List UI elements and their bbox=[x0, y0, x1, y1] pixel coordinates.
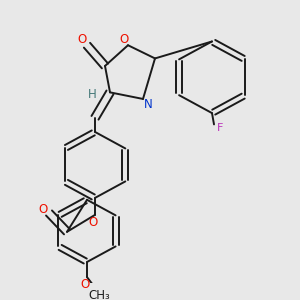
Text: F: F bbox=[217, 123, 223, 133]
Text: H: H bbox=[88, 88, 96, 101]
Text: O: O bbox=[88, 216, 98, 229]
Text: O: O bbox=[80, 278, 90, 291]
Text: O: O bbox=[77, 33, 87, 46]
Text: O: O bbox=[38, 203, 48, 216]
Text: CH₃: CH₃ bbox=[88, 290, 110, 300]
Text: O: O bbox=[119, 33, 129, 46]
Text: N: N bbox=[144, 98, 152, 111]
